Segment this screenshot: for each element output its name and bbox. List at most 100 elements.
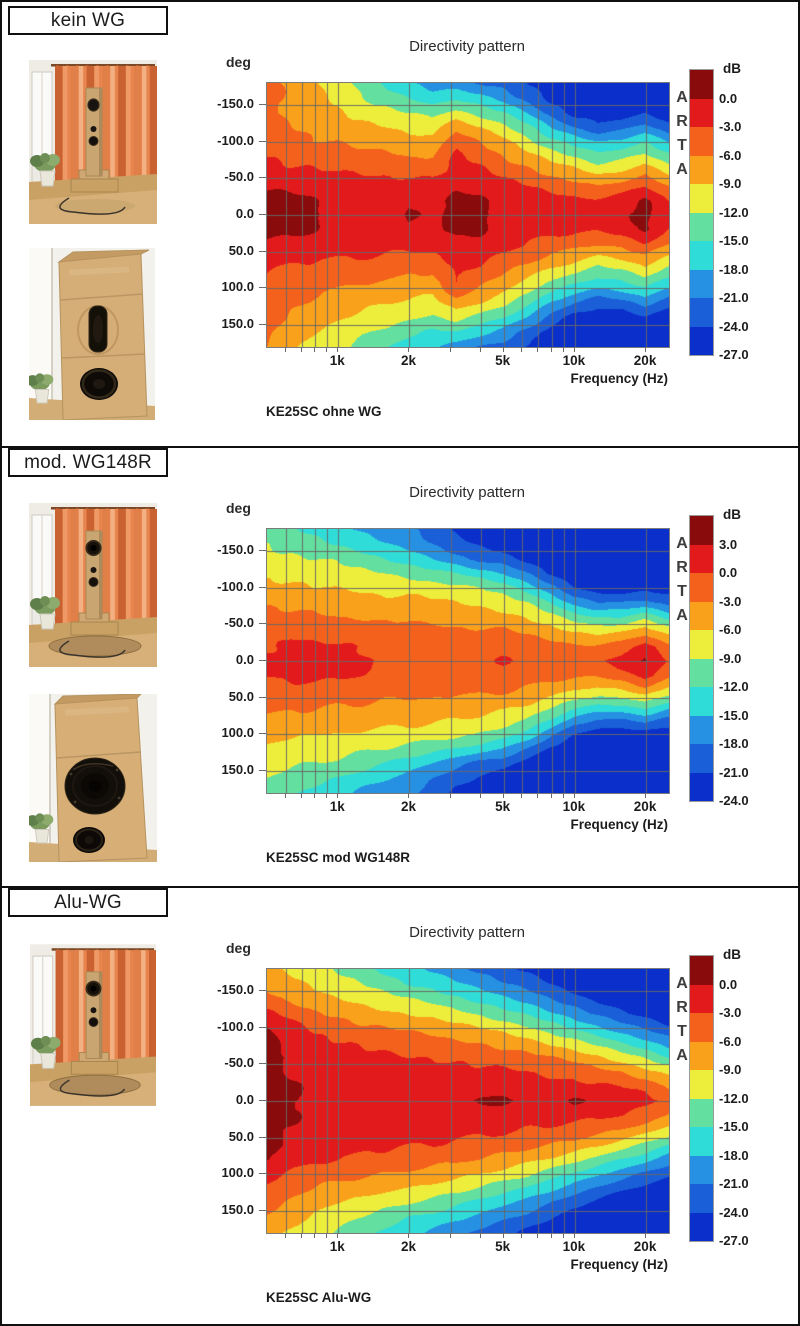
x-tick-mark bbox=[284, 793, 286, 798]
x-tick-mark bbox=[408, 1233, 410, 1238]
y-axis-unit-label: deg bbox=[226, 54, 251, 70]
speaker-tower-alu-wg-photo bbox=[30, 943, 156, 1107]
y-tick-mark bbox=[259, 1210, 266, 1211]
y-tick-label: -50.0 bbox=[224, 1055, 254, 1071]
colorbar-label: -12.0 bbox=[719, 204, 749, 220]
x-tick-mark bbox=[326, 793, 328, 798]
colorbar bbox=[689, 69, 714, 356]
colorbar-label: 0.0 bbox=[719, 976, 738, 992]
y-tick-mark bbox=[259, 660, 266, 661]
arta-letter: A bbox=[676, 161, 688, 178]
colorbar-label: -21.0 bbox=[719, 290, 749, 305]
colorbar-segment bbox=[690, 516, 713, 545]
arta-letter: T bbox=[677, 137, 687, 154]
colorbar-label: -27.0 bbox=[719, 347, 749, 362]
x-tick-mark bbox=[573, 793, 575, 798]
x-tick-mark bbox=[550, 1233, 552, 1238]
x-tick-mark bbox=[537, 1233, 539, 1238]
x-tick-mark bbox=[521, 1233, 523, 1238]
x-tick-mark bbox=[537, 793, 539, 798]
colorbar-label: -24.0 bbox=[719, 793, 749, 808]
arta-letter: A bbox=[676, 89, 688, 106]
colorbar-segment bbox=[690, 715, 713, 744]
y-tick-label: 0.0 bbox=[235, 1092, 254, 1107]
colorbar-segment bbox=[690, 1041, 713, 1070]
colorbar-label: 3.0 bbox=[719, 536, 738, 552]
colorbar-segment bbox=[690, 1070, 713, 1099]
colorbar-segment bbox=[690, 744, 713, 773]
y-tick-mark bbox=[259, 623, 266, 625]
colorbar-segment bbox=[690, 241, 713, 270]
y-tick-mark bbox=[259, 1063, 266, 1065]
x-tick-label: 2k bbox=[400, 799, 416, 814]
colorbar-label: 0.0 bbox=[719, 565, 738, 580]
colorbar-label: -21.0 bbox=[719, 1176, 749, 1191]
colorbar-segment bbox=[690, 127, 713, 156]
arta-letter: A bbox=[676, 607, 688, 624]
x-tick-label: 20k bbox=[633, 353, 657, 368]
y-tick-label: -150.0 bbox=[217, 982, 254, 997]
y-tick-label: -100.0 bbox=[217, 1018, 254, 1034]
y-tick-label: 100.0 bbox=[221, 1165, 254, 1181]
panel-mod-wg148r: mod. WG148R Directivity pattern deg -150… bbox=[2, 446, 798, 888]
x-tick-mark bbox=[502, 793, 504, 798]
x-tick-mark bbox=[337, 347, 339, 352]
colorbar-label: -3.0 bbox=[719, 593, 742, 609]
y-tick-mark bbox=[259, 177, 266, 179]
heatmap-canvas bbox=[267, 529, 669, 793]
x-axis-label: Frequency (Hz) bbox=[570, 371, 668, 386]
panel-label-text: mod. WG148R bbox=[24, 451, 152, 473]
x-tick-label: 5k bbox=[495, 353, 511, 368]
x-axis-ticks: 1k 2k 5k 10k 20k bbox=[266, 1233, 670, 1257]
colorbar-segment bbox=[690, 155, 713, 184]
x-tick-label: 20k bbox=[633, 799, 657, 814]
y-tick-label: -100.0 bbox=[217, 578, 254, 594]
x-axis-ticks: 1k 2k 5k 10k 20k bbox=[266, 347, 670, 371]
chart-title: Directivity pattern bbox=[409, 484, 525, 501]
colorbar-segment bbox=[690, 1098, 713, 1127]
colorbar bbox=[689, 515, 714, 802]
x-tick-mark bbox=[300, 793, 302, 798]
panel-label: kein WG bbox=[8, 6, 168, 35]
y-tick-mark bbox=[259, 324, 266, 325]
y-tick-mark bbox=[259, 140, 266, 142]
colorbar-label: -18.0 bbox=[719, 736, 749, 751]
x-tick-mark bbox=[502, 1233, 504, 1238]
colorbar-label: -12.0 bbox=[719, 679, 749, 694]
panel-label: Alu-WG bbox=[8, 888, 168, 917]
x-tick-mark bbox=[645, 1233, 647, 1238]
x-tick-mark bbox=[573, 1233, 575, 1238]
colorbar-label: -3.0 bbox=[719, 119, 742, 134]
colorbar-title: dB bbox=[723, 507, 741, 522]
x-tick-mark bbox=[479, 347, 481, 352]
y-tick-mark bbox=[259, 287, 266, 289]
colorbar-segment bbox=[690, 70, 713, 99]
panel-label-text: kein WG bbox=[50, 9, 126, 31]
colorbar-segment bbox=[690, 984, 713, 1013]
y-axis-unit-label: deg bbox=[226, 500, 251, 516]
colorbar-segment bbox=[690, 1127, 713, 1156]
arta-letter: A bbox=[676, 975, 688, 992]
x-tick-mark bbox=[300, 347, 302, 352]
colorbar bbox=[689, 955, 714, 1242]
colorbar-label: -24.0 bbox=[719, 318, 749, 334]
panel-kein-wg: kein WG Directivity pattern deg -150.0 -1… bbox=[2, 2, 798, 446]
directivity-chart-1: Directivity pattern deg -150.0 -100.0 -50.… bbox=[202, 38, 787, 440]
y-axis-ticks: -150.0 -100.0 -50.0 0.0 50.0 100.0 150.0 bbox=[202, 968, 266, 1234]
chart-title: Directivity pattern bbox=[409, 924, 525, 941]
x-tick-mark bbox=[450, 1233, 452, 1238]
colorbar-segment bbox=[690, 298, 713, 327]
arta-letter: A bbox=[676, 535, 688, 552]
colorbar-segment bbox=[690, 98, 713, 127]
colorbar-segment bbox=[690, 184, 713, 213]
x-tick-mark bbox=[645, 347, 647, 352]
panel-label: mod. WG148R bbox=[8, 448, 168, 477]
x-tick-mark bbox=[450, 347, 452, 352]
colorbar-labels: dB 0.0 -3.0 -6.0 -9.0 -12.0 -15.0 -18.0 -21.0 -2… bbox=[719, 947, 777, 1256]
y-tick-mark bbox=[259, 104, 266, 105]
speaker-closeup-no-waveguide-photo bbox=[29, 248, 155, 420]
colorbar-label: -6.0 bbox=[719, 1033, 742, 1049]
colorbar-segment bbox=[690, 573, 713, 602]
